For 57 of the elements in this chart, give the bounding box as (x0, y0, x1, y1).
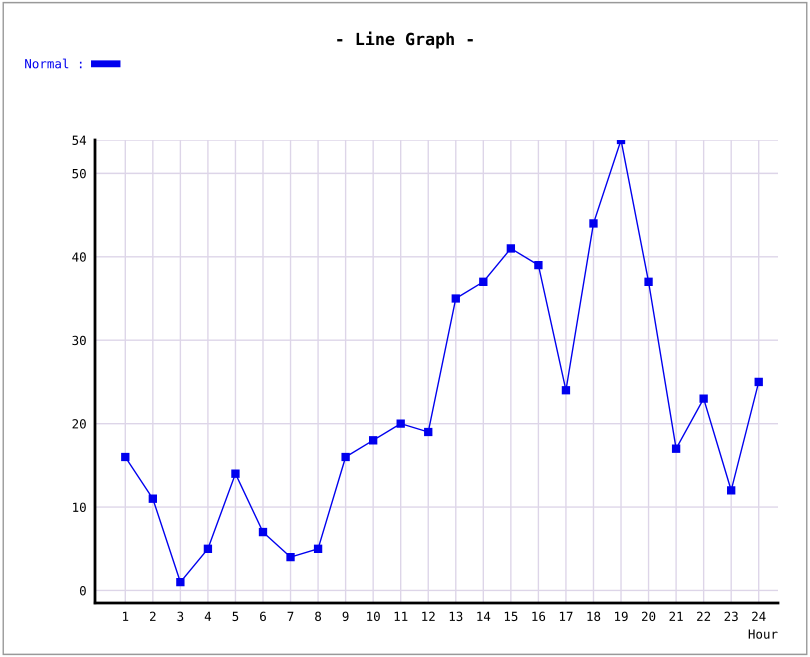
point (424, 428, 432, 436)
x-tick-label: 18 (587, 612, 600, 622)
x-tick-label: 7 (288, 612, 294, 621)
x-tick-label: 11 (394, 612, 408, 621)
point (231, 470, 240, 478)
point (506, 244, 516, 253)
x-tick-label: 16 (532, 612, 546, 622)
chart-title: - Line Graph - (337, 31, 473, 49)
x-tick-label: 5 (232, 612, 238, 622)
point (479, 278, 488, 286)
point (754, 378, 763, 386)
x-tick-label: 14 (477, 612, 490, 621)
x-tick-label: 1 (123, 612, 128, 621)
x-tick-label: 23 (724, 612, 738, 622)
point (699, 394, 708, 403)
point (452, 294, 460, 303)
point (286, 552, 295, 562)
y-tick-label: 10 (73, 502, 86, 512)
y-tick-label: 40 (72, 252, 86, 262)
x-tick-label: 12 (422, 612, 435, 621)
y-tick-label: 0 (80, 586, 86, 596)
point (341, 452, 350, 462)
y-tick-label: 20 (72, 419, 86, 429)
point (314, 544, 322, 553)
x-tick-label: 13 (450, 612, 462, 622)
x-axis-title: Hour (748, 630, 778, 639)
x-tick-label: 19 (614, 612, 628, 622)
point (258, 528, 268, 536)
x-tick-label: 21 (670, 612, 683, 621)
y-tick-label: 54 (72, 136, 86, 145)
x-tick-label: 15 (504, 612, 518, 622)
x-tick-label: 10 (367, 612, 380, 622)
x-tick-label: 24 (752, 612, 766, 621)
x-tick-label: 4 (204, 612, 212, 621)
point (534, 260, 543, 270)
point (562, 386, 570, 394)
x-tick-label: 3 (177, 612, 184, 622)
x-tick-label: 9 (342, 612, 349, 622)
point (589, 219, 598, 228)
point (672, 444, 680, 453)
point (148, 494, 157, 503)
point (121, 452, 130, 462)
point (204, 544, 212, 553)
x-tick-label: 22 (697, 612, 710, 621)
legend-label: Normal : (25, 58, 82, 68)
x-tick-label: 8 (315, 612, 322, 622)
x-tick-label: 20 (642, 612, 656, 622)
point (368, 436, 378, 444)
x-tick-label: 17 (560, 612, 573, 621)
y-tick-label: 30 (72, 336, 86, 346)
point (396, 419, 405, 428)
point (644, 278, 653, 286)
point (176, 578, 185, 586)
x-tick-label: 6 (260, 612, 266, 622)
point (727, 486, 736, 495)
y-tick-label: 50 (72, 168, 86, 178)
x-tick-label: 2 (150, 612, 156, 621)
